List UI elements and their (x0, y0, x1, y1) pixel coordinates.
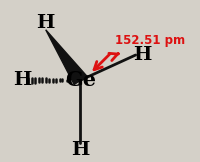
Text: 152.51 pm: 152.51 pm (115, 34, 185, 47)
Polygon shape (46, 30, 87, 85)
Text: H: H (133, 46, 151, 64)
Text: H: H (71, 141, 90, 159)
Text: H: H (37, 14, 55, 32)
Text: Ge: Ge (65, 70, 96, 90)
Text: H: H (13, 71, 31, 89)
